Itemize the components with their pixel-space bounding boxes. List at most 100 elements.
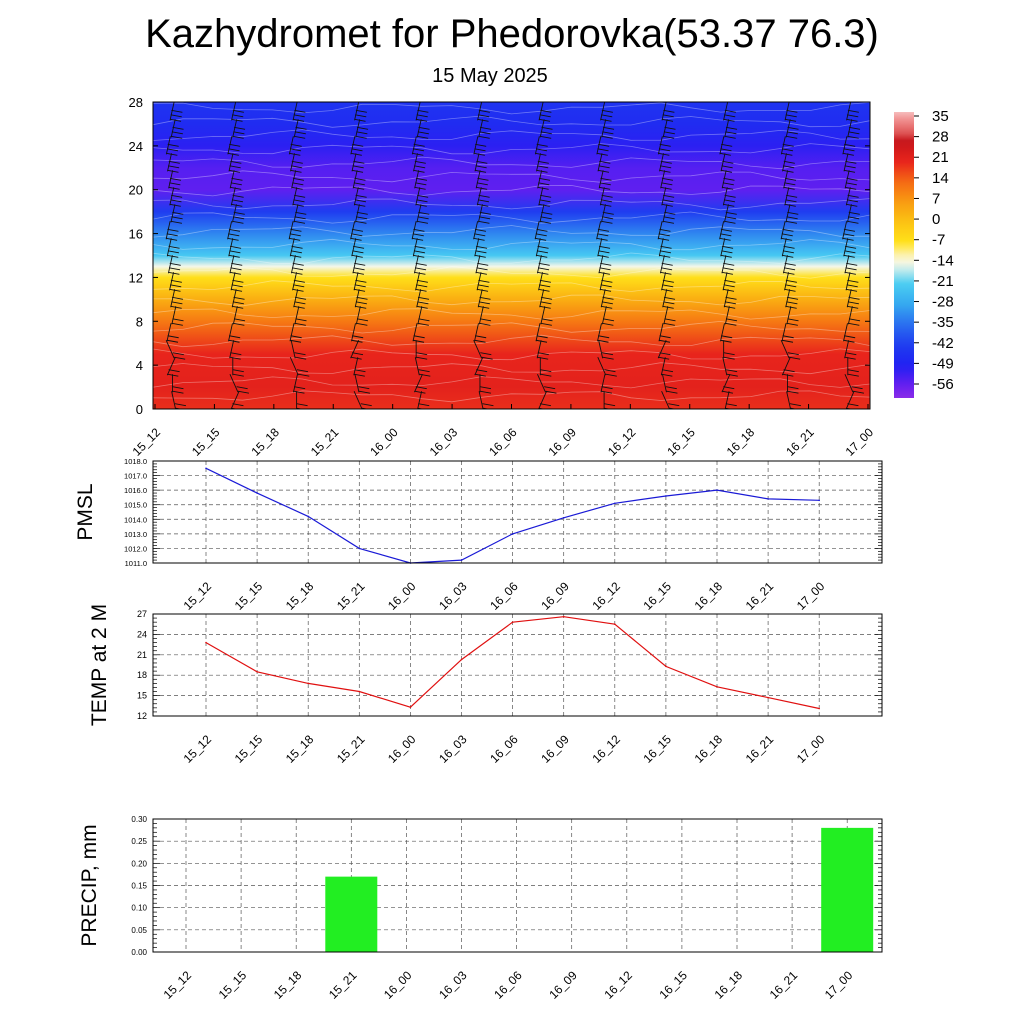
wind-barb [289, 238, 303, 258]
isotherm-line [153, 308, 870, 320]
wind-barb [597, 357, 617, 377]
temp-2m-y-tick: 12 [137, 711, 147, 721]
precip-y-tick: 0.15 [131, 882, 147, 891]
precip-x-tick: 17_00 [822, 968, 856, 1002]
wind-barb [844, 255, 858, 275]
wind-barb [599, 272, 613, 292]
wind-barb [478, 119, 492, 139]
wind-barb [228, 323, 241, 343]
wind-barb [227, 136, 241, 156]
wind-barb [230, 187, 244, 207]
isotherm-line [153, 294, 870, 307]
wind-barb [292, 102, 306, 122]
wind-barb [229, 255, 243, 275]
wind-barb [843, 238, 857, 258]
isotherm-line [153, 348, 870, 361]
wind-barb [537, 170, 551, 190]
wind-barb [165, 136, 179, 156]
wind-barb [355, 119, 369, 139]
temp-2m-point [716, 685, 718, 688]
precip-x-tick: 16_06 [491, 968, 525, 1002]
precip-x-tick: 16_00 [381, 968, 415, 1002]
temp-2m-point [409, 706, 412, 708]
wind-barb [229, 374, 250, 394]
wind-barb [290, 340, 307, 360]
wind-barb [787, 374, 799, 394]
wind-barb [170, 289, 184, 309]
temp-2m-x-tick: 16_09 [538, 732, 572, 766]
wind-barb [540, 306, 553, 326]
heatmap-y-tick: 16 [129, 227, 143, 242]
isotherm-line [153, 225, 870, 238]
temp-2m-point [307, 682, 310, 685]
wind-barb [722, 357, 738, 377]
wind-barb [165, 221, 179, 241]
colorbar-label: -42 [932, 335, 954, 352]
wind-barb [293, 204, 307, 224]
wind-barb [353, 357, 366, 377]
precip-x-tick: 16_12 [601, 968, 635, 1002]
colorbar-ramp [894, 112, 914, 398]
wind-barb [232, 306, 246, 326]
wind-barb [534, 221, 548, 241]
isotherm-line [153, 252, 870, 265]
wind-barb [167, 153, 180, 173]
heatmap-x-tick: 16_18 [724, 425, 758, 459]
wind-barb [600, 289, 614, 309]
heatmap-x-tick: 15_12 [130, 425, 164, 459]
pmsl-x-tick: 16_09 [538, 579, 572, 613]
colorbar-label: -35 [932, 314, 954, 331]
temp-2m-point [767, 696, 769, 699]
wind-barb [597, 238, 611, 258]
wind-barb [661, 187, 675, 207]
temp-panel: 12 15 18 21 24 27 15_12 15_15 15_18 15_21 16_00 16_… [88, 604, 883, 766]
temp-2m-x-tick: 16_18 [692, 732, 726, 766]
wind-barb [785, 289, 799, 309]
pmsl-y-tick: 1014.0 [124, 515, 147, 524]
wind-barb [354, 374, 371, 394]
pmsl-x-tick: 16_15 [641, 579, 675, 613]
colorbar-label: 21 [932, 149, 949, 166]
wind-barb [843, 323, 856, 343]
heatmap-y-tick: 28 [129, 95, 143, 110]
heatmap-y-tick: 4 [136, 358, 143, 373]
wind-barb [843, 153, 857, 173]
wind-barb [536, 255, 550, 275]
wind-barb [416, 119, 430, 139]
temp-2m-point [614, 623, 616, 625]
temp-2m-x-tick: 16_00 [385, 732, 419, 766]
wind-barb [414, 357, 431, 377]
pmsl-point [716, 489, 718, 491]
pmsl-x-tick: 15_15 [232, 579, 266, 613]
wind-barb [474, 323, 487, 343]
wind-barb [844, 374, 865, 394]
wind-barb [845, 272, 859, 292]
wind-barb [477, 289, 491, 309]
precip-bar [325, 876, 378, 952]
wind-barb [169, 272, 182, 292]
wind-barb [229, 340, 242, 360]
wind-barb [477, 102, 490, 122]
temp-2m-x-tick: 15_15 [232, 732, 266, 766]
wind-barb [232, 357, 244, 377]
wind-barb [663, 306, 676, 326]
wind-barb [474, 153, 488, 173]
temp-2m-x-tick: 16_15 [641, 732, 675, 766]
wind-barb [230, 272, 244, 292]
wind-barb [781, 323, 794, 343]
wind-barb [415, 340, 428, 360]
wind-barb [350, 221, 364, 241]
wind-barb [475, 170, 489, 190]
wind-barb [413, 255, 427, 275]
pmsl-point [256, 492, 258, 494]
pmsl-x-tick: 16_21 [743, 579, 777, 613]
precip-x-tick: 15_12 [161, 968, 195, 1002]
wind-barb [473, 136, 487, 156]
wind-barb [227, 221, 241, 241]
temp-2m-point [562, 615, 565, 618]
wind-barb [784, 272, 797, 292]
wind-barb [662, 374, 678, 394]
wind-barb [229, 170, 243, 190]
wind-barb [659, 153, 672, 173]
